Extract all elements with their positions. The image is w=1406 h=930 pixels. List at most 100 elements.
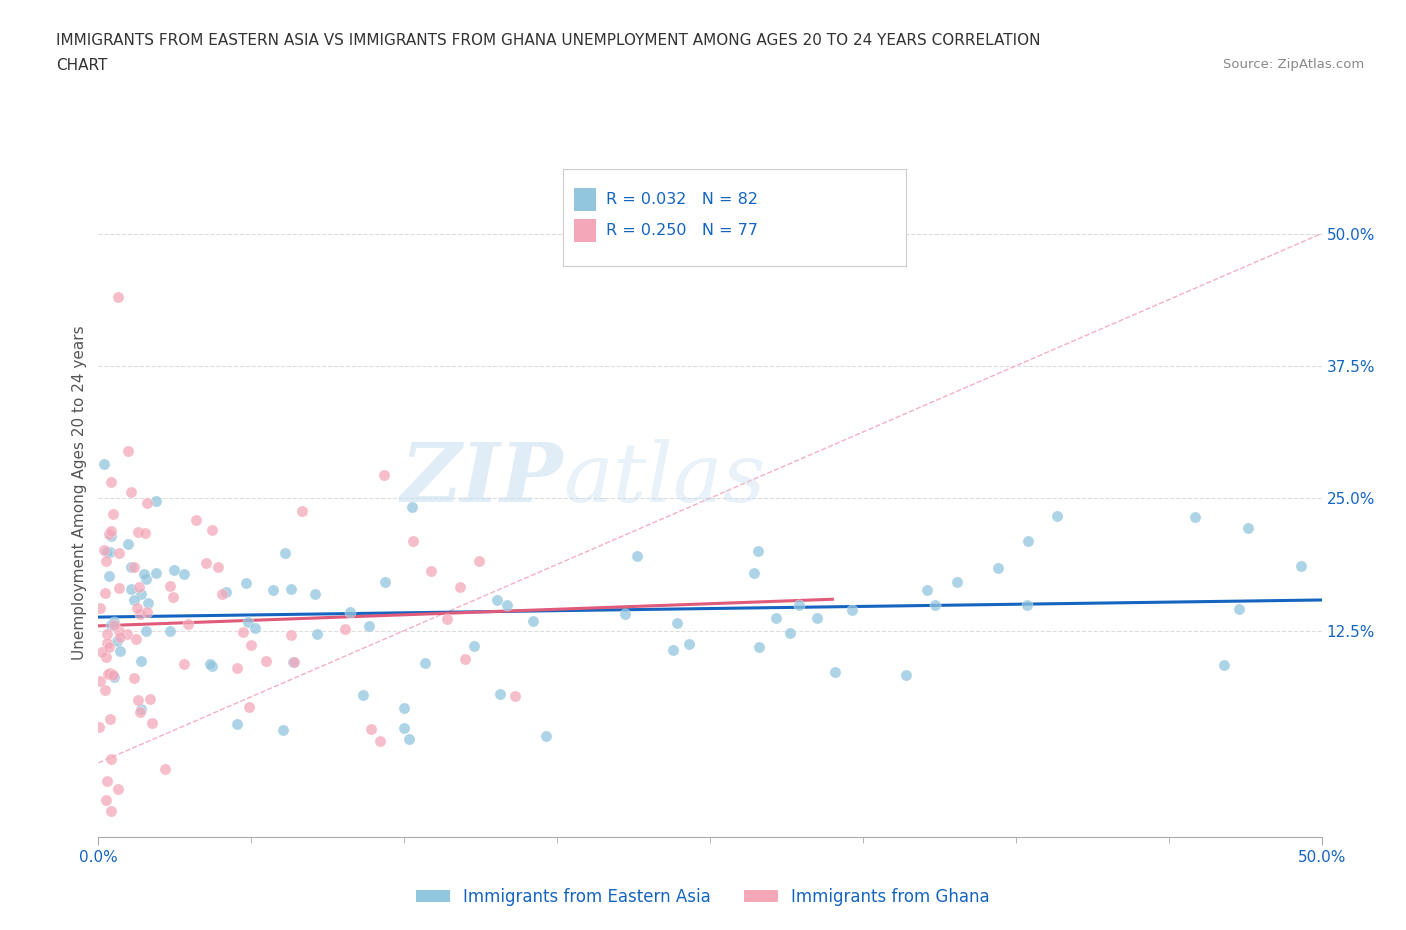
Point bbox=[235, 576, 257, 591]
Point bbox=[841, 603, 863, 618]
Point bbox=[103, 615, 125, 630]
Point bbox=[103, 618, 125, 632]
Point bbox=[987, 561, 1010, 576]
Point bbox=[626, 549, 648, 564]
Point bbox=[159, 623, 181, 638]
Point bbox=[96, 627, 118, 642]
Point bbox=[402, 534, 425, 549]
Point bbox=[666, 616, 689, 631]
Point bbox=[145, 565, 167, 580]
Point bbox=[100, 529, 122, 544]
Point bbox=[125, 631, 148, 646]
Text: R = 0.032   N = 82: R = 0.032 N = 82 bbox=[606, 192, 758, 206]
Point bbox=[896, 668, 918, 683]
Point bbox=[124, 593, 146, 608]
Point bbox=[96, 635, 118, 650]
Point bbox=[145, 494, 167, 509]
Point bbox=[120, 581, 142, 596]
Point bbox=[232, 625, 254, 640]
Point bbox=[107, 289, 129, 304]
Text: R = 0.250   N = 77: R = 0.250 N = 77 bbox=[606, 222, 758, 237]
Point bbox=[98, 545, 121, 560]
Point bbox=[463, 639, 485, 654]
Point bbox=[103, 670, 125, 684]
Point bbox=[107, 624, 129, 639]
Point bbox=[100, 804, 122, 818]
Point bbox=[283, 654, 305, 669]
Point bbox=[107, 782, 129, 797]
Point bbox=[304, 587, 326, 602]
Point bbox=[107, 545, 129, 560]
Point bbox=[135, 623, 157, 638]
Point bbox=[662, 643, 685, 658]
Point bbox=[765, 610, 787, 625]
Point bbox=[107, 580, 129, 595]
Point bbox=[779, 626, 801, 641]
Point bbox=[177, 618, 200, 632]
Point bbox=[184, 512, 207, 527]
Point bbox=[368, 734, 391, 749]
Point bbox=[271, 723, 294, 737]
Point bbox=[127, 600, 149, 615]
Point bbox=[139, 691, 162, 706]
Point bbox=[1017, 597, 1039, 612]
Point bbox=[198, 657, 221, 671]
Point bbox=[392, 721, 415, 736]
Point bbox=[305, 627, 328, 642]
Point bbox=[115, 627, 138, 642]
Point bbox=[129, 702, 152, 717]
Point bbox=[129, 587, 152, 602]
Point bbox=[101, 668, 124, 683]
Point bbox=[96, 774, 118, 789]
Point bbox=[162, 590, 184, 604]
Point bbox=[173, 566, 195, 581]
Point bbox=[240, 638, 263, 653]
Point bbox=[454, 652, 477, 667]
Point bbox=[211, 586, 233, 601]
Point bbox=[436, 612, 458, 627]
Point bbox=[90, 644, 112, 659]
Point bbox=[108, 644, 131, 658]
Point bbox=[93, 457, 115, 472]
Point bbox=[946, 575, 969, 590]
Point bbox=[613, 607, 636, 622]
Point bbox=[136, 496, 159, 511]
Point bbox=[94, 792, 117, 807]
Point bbox=[274, 546, 297, 561]
Point bbox=[335, 621, 357, 636]
Point bbox=[357, 618, 380, 633]
Point bbox=[134, 525, 156, 540]
Point bbox=[122, 559, 145, 574]
Point bbox=[360, 721, 382, 736]
Point bbox=[468, 553, 491, 568]
Point bbox=[136, 604, 159, 619]
Point bbox=[415, 656, 437, 671]
Point bbox=[1017, 533, 1039, 548]
Point bbox=[129, 606, 152, 621]
Point bbox=[245, 621, 267, 636]
Y-axis label: Unemployment Among Ages 20 to 24 years: Unemployment Among Ages 20 to 24 years bbox=[72, 326, 87, 660]
Point bbox=[94, 683, 117, 698]
Point bbox=[127, 692, 149, 707]
Point bbox=[98, 711, 121, 726]
Point bbox=[127, 525, 149, 539]
Text: Source: ZipAtlas.com: Source: ZipAtlas.com bbox=[1223, 58, 1364, 71]
Point bbox=[748, 640, 770, 655]
Point bbox=[787, 598, 810, 613]
Point bbox=[105, 633, 128, 648]
Point bbox=[806, 610, 828, 625]
Point bbox=[678, 636, 700, 651]
Point bbox=[236, 615, 259, 630]
Point bbox=[87, 720, 110, 735]
Point bbox=[1046, 509, 1069, 524]
Point bbox=[135, 571, 157, 586]
Point bbox=[110, 630, 132, 644]
Point bbox=[101, 507, 124, 522]
Point bbox=[163, 563, 186, 578]
Point bbox=[159, 578, 181, 593]
Point bbox=[98, 640, 121, 655]
Point bbox=[195, 556, 218, 571]
Point bbox=[225, 660, 247, 675]
Point bbox=[153, 762, 176, 777]
Point bbox=[352, 688, 374, 703]
